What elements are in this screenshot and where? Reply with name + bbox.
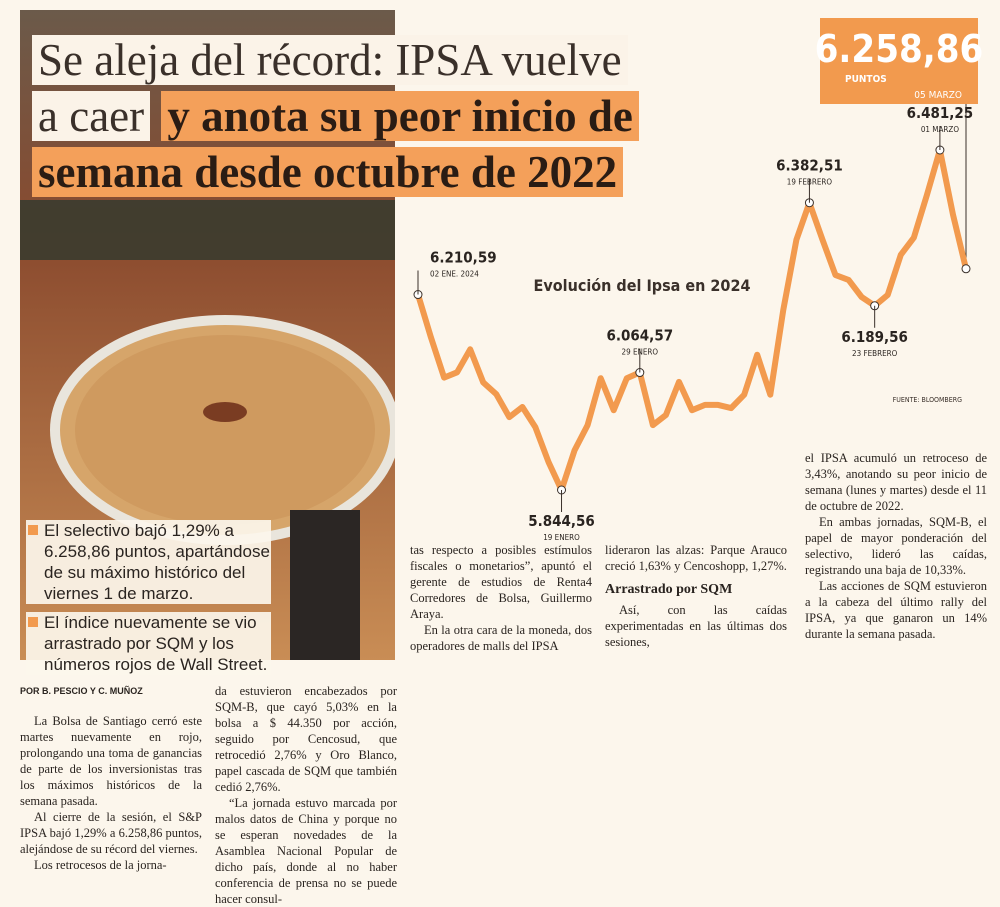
paragraph: En la otra cara de la moneda, dos operad… bbox=[410, 623, 592, 653]
subheading: Arrastrado por SQM bbox=[605, 582, 733, 597]
article-column: POR B. PESCIO Y C. MUÑOZ La Bolsa de Sant… bbox=[20, 683, 202, 873]
paragraph: Al cierre de la sesión, el S&P IPSA bajó… bbox=[20, 810, 202, 856]
headline-bold: y anota su peor inicio de bbox=[161, 91, 639, 141]
date-label: 29 ENERO bbox=[622, 348, 659, 357]
paragraph: Así, con las caídas experimentadas en la… bbox=[605, 603, 787, 649]
bullets: El selectivo bajó 1,29% a 6.258,86 punto… bbox=[26, 520, 271, 683]
value-label: 6.064,57 bbox=[607, 327, 674, 345]
article-column: da estuvieron encabezados por SQM-B, que… bbox=[215, 683, 397, 907]
paragraph: el IPSA acumuló un retroceso de 3,43%, a… bbox=[805, 451, 987, 513]
article-column: tas respecto a posibles estímulos fiscal… bbox=[410, 542, 592, 654]
value-label: 6.210,59 bbox=[430, 249, 497, 267]
article-column: el IPSA acumuló un retroceso de 3,43%, a… bbox=[805, 450, 987, 642]
headline-bold: semana desde octubre de 2022 bbox=[32, 147, 624, 197]
paragraph: lideraron las alzas: Parque Arauco creci… bbox=[605, 543, 787, 573]
date-label: 19 FEBRERO bbox=[787, 178, 833, 187]
date-label: 02 ENE. 2024 bbox=[430, 270, 479, 279]
date-label: 19 ENERO bbox=[543, 533, 580, 542]
date-label: 01 MARZO bbox=[921, 125, 960, 134]
bullet: El índice nuevamente se vio arrastrado p… bbox=[26, 612, 271, 675]
paragraph: tas respecto a posibles estímulos fiscal… bbox=[410, 543, 592, 621]
value-label: 5.844,56 bbox=[528, 512, 595, 530]
byline: POR B. PESCIO Y C. MUÑOZ bbox=[20, 686, 143, 696]
paragraph: Las acciones de SQM estuvieron a la cabe… bbox=[805, 579, 987, 641]
chart: Evolución del Ipsa en 2024 FUENTE: BLOOMB… bbox=[413, 18, 984, 542]
headline: Se aleja del récord: IPSA vuelve a caer … bbox=[32, 32, 772, 200]
badge bbox=[820, 18, 978, 104]
date-label: 23 FEBRERO bbox=[852, 349, 898, 358]
paragraph: “La jornada estuvo marcada por malos dat… bbox=[215, 796, 397, 906]
point-marker bbox=[961, 264, 971, 274]
value-label: 6.189,56 bbox=[841, 328, 908, 346]
paragraph: Los retrocesos de la jorna- bbox=[34, 858, 167, 872]
chart-source: FUENTE: BLOOMBERG bbox=[893, 396, 962, 404]
ipsa-line bbox=[415, 147, 969, 493]
value-label: 6.382,51 bbox=[776, 157, 843, 175]
chart-title: Evolución del Ipsa en 2024 bbox=[534, 276, 751, 295]
badge-date: 05 MARZO bbox=[914, 90, 962, 101]
paragraph: da estuvieron encabezados por SQM-B, que… bbox=[215, 684, 397, 794]
value-label: 6.481,25 bbox=[907, 104, 974, 122]
article-column: lideraron las alzas: Parque Arauco creci… bbox=[605, 542, 787, 650]
badge-unit: PUNTOS bbox=[845, 74, 887, 85]
page: Se aleja del récord: IPSA vuelve a caer … bbox=[20, 10, 987, 906]
badge-value: 6.258,86 bbox=[815, 27, 984, 71]
paragraph: La Bolsa de Santiago cerró este martes n… bbox=[20, 714, 202, 808]
headline-light: Se aleja del récord: IPSA vuelve bbox=[32, 35, 628, 85]
headline-light: a caer bbox=[32, 91, 151, 141]
paragraph: En ambas jornadas, SQM-B, el papel de ma… bbox=[805, 515, 987, 577]
bullet: El selectivo bajó 1,29% a 6.258,86 punto… bbox=[26, 520, 271, 604]
